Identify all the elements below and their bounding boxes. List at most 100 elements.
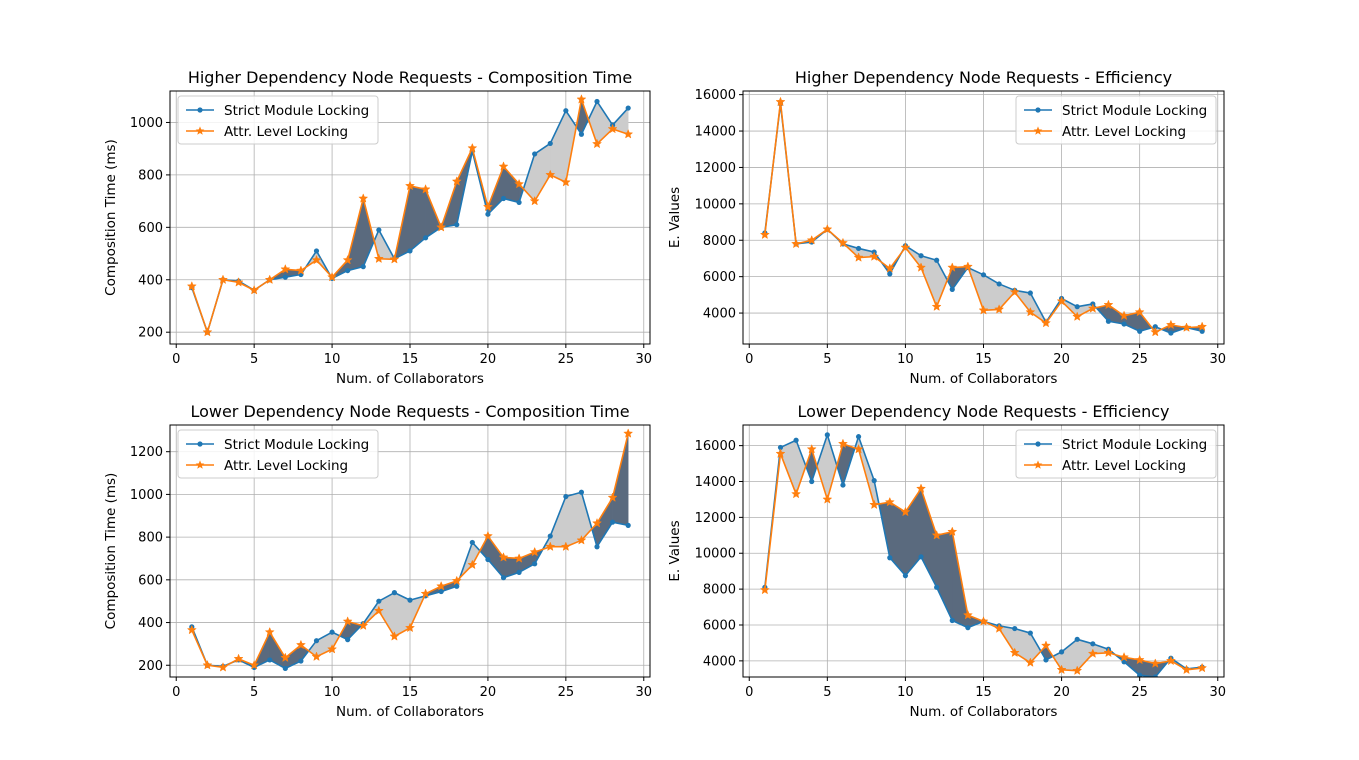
data-point (1137, 328, 1143, 334)
x-tick-label: 15 (402, 352, 419, 367)
y-tick-label: 16000 (695, 439, 736, 454)
data-point (1074, 636, 1080, 642)
chart-title: Higher Dependency Node Requests - Effici… (795, 68, 1172, 87)
data-point (545, 169, 556, 180)
data-point (373, 605, 384, 616)
data-point (822, 224, 833, 234)
x-axis-label: Num. of Collaborators (336, 371, 484, 387)
data-point (931, 530, 942, 540)
x-tick-label: 15 (402, 685, 419, 700)
data-point (1134, 306, 1145, 317)
legend: Strict Module Locking Attr. Level Locking (1015, 95, 1217, 145)
y-tick-label: 14000 (695, 475, 736, 490)
y-tick-label: 400 (138, 616, 163, 631)
data-point (485, 556, 491, 563)
y-tick-label: 6000 (703, 618, 736, 633)
data-point (1058, 649, 1065, 655)
data-point (1009, 647, 1020, 658)
y-tick-label: 8000 (703, 583, 736, 598)
data-point (529, 195, 540, 206)
chart-lower-efficiency: 0 5 10 15 20 25 30 4000 6000 8000 10000 12000 14000 1… (667, 402, 1226, 720)
y-tick-label: 200 (138, 659, 163, 674)
legend-label: Attr. Level Locking (224, 458, 348, 474)
data-point (500, 575, 507, 581)
data-point (376, 598, 382, 604)
data-point (186, 281, 197, 291)
data-point (404, 622, 416, 633)
data-point (451, 575, 462, 586)
x-tick-label: 0 (745, 352, 753, 367)
data-point (329, 629, 335, 635)
data-point (1043, 657, 1049, 663)
data-point (342, 254, 353, 265)
data-point (404, 180, 416, 191)
data-point (918, 554, 924, 560)
data-point (500, 195, 507, 202)
data-point (916, 483, 927, 493)
x-tick-label: 20 (480, 685, 497, 700)
data-point (202, 326, 213, 337)
data-point (578, 489, 585, 495)
data-point (855, 245, 862, 252)
data-point (625, 105, 631, 111)
data-point (965, 625, 971, 631)
data-point (233, 653, 244, 664)
data-point (884, 263, 895, 273)
data-point (389, 254, 400, 264)
y-axis-label: Composition Time (ms) (103, 139, 119, 296)
data-point (1105, 318, 1112, 324)
data-point (900, 506, 911, 517)
legend-swatch-marker (1033, 126, 1043, 135)
data-point (978, 616, 989, 626)
data-point (264, 274, 275, 285)
data-point (978, 305, 989, 315)
data-point (918, 253, 924, 259)
data-point (498, 552, 509, 562)
legend-item: Attr. Level Locking (186, 124, 348, 140)
data-point (869, 251, 880, 261)
x-tick-label: 10 (324, 352, 341, 367)
data-point (576, 94, 587, 104)
legend-box (177, 429, 379, 479)
legend-label: Attr. Level Locking (224, 124, 348, 140)
series-attr-level-locking (759, 96, 1208, 337)
data-point (759, 584, 770, 595)
data-point (806, 234, 817, 245)
data-point (887, 271, 893, 277)
data-point (498, 161, 509, 171)
data-point (1072, 665, 1083, 675)
legend-item: Strict Module Locking (186, 103, 369, 119)
data-point (884, 496, 895, 507)
data-point (578, 131, 585, 137)
y-tick-label: 600 (138, 221, 163, 236)
data-point (345, 267, 351, 274)
data-point (996, 281, 1002, 287)
data-point (793, 437, 799, 443)
data-point (1165, 655, 1176, 666)
data-point (594, 544, 600, 550)
y-tick-label: 12000 (695, 511, 736, 526)
y-tick-label: 1200 (130, 445, 163, 460)
data-point (625, 522, 631, 528)
legend-swatch-marker (1035, 441, 1041, 447)
x-tick-label: 30 (635, 352, 652, 367)
data-point (376, 227, 382, 233)
data-point (623, 428, 634, 438)
x-tick-label: 25 (1131, 685, 1148, 700)
legend-item: Attr. Level Locking (186, 458, 348, 474)
data-point (916, 262, 927, 272)
data-point (547, 533, 553, 539)
data-point (947, 262, 958, 272)
x-tick-label: 10 (324, 685, 341, 700)
data-point (1197, 321, 1208, 331)
data-point (623, 128, 634, 139)
data-point (900, 242, 911, 252)
legend-label: Attr. Level Locking (1062, 458, 1186, 474)
data-point (327, 271, 338, 282)
data-point (947, 526, 958, 536)
x-tick-label: 0 (172, 352, 180, 367)
data-point (454, 583, 460, 589)
data-point (217, 274, 229, 285)
y-axis-label: E. Values (667, 187, 683, 248)
